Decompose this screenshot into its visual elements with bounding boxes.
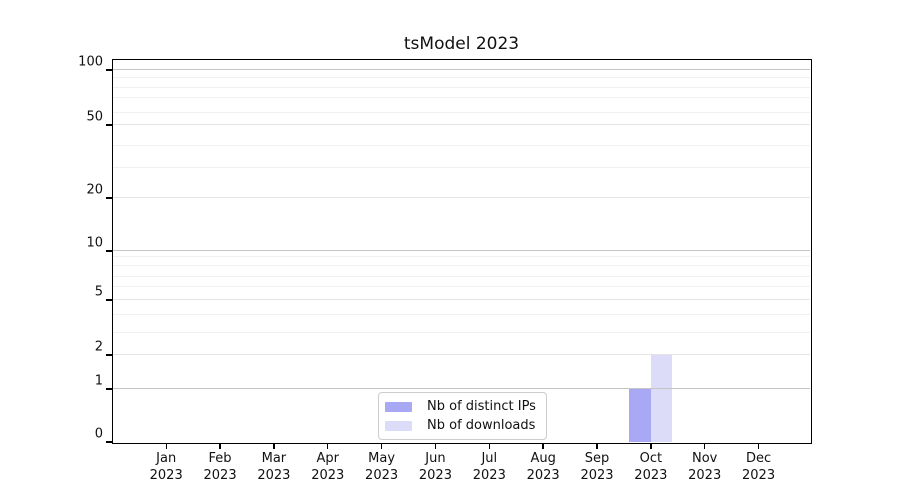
x-label-month: May <box>368 451 396 466</box>
gridline-y-40 <box>113 145 810 146</box>
x-label-month: Mar <box>261 451 287 466</box>
legend-item: Nb of downloads <box>385 418 536 433</box>
gridline-y-30 <box>113 167 810 168</box>
legend-swatch-icon <box>385 420 412 431</box>
y-tick-1 <box>106 388 112 390</box>
gridline-y-3 <box>113 332 810 334</box>
x-label-month: Jan <box>156 451 177 466</box>
legend-item: Nb of distinct IPs <box>385 399 536 414</box>
y-tick-label-100: 100 <box>78 54 103 70</box>
gridline-y-100 <box>113 69 810 71</box>
x-label-month: Jul <box>481 451 498 466</box>
x-label-month: Dec <box>745 451 772 466</box>
x-tick-sep <box>596 443 598 449</box>
x-tick-label-jul: Jul 2023 <box>457 450 521 484</box>
x-tick-oct <box>650 443 652 449</box>
x-label-month: Apr <box>316 451 340 466</box>
x-tick-label-jun: Jun 2023 <box>403 450 467 484</box>
x-tick-jun <box>434 443 437 449</box>
x-tick-mar <box>273 443 275 449</box>
gridline-y-50 <box>113 124 810 126</box>
x-label-month: Nov <box>692 451 718 466</box>
bar-nb-of-downloads-oct <box>650 355 673 442</box>
y-tick-5 <box>106 299 112 301</box>
plot-area: 0 1 2 5 10 20 50 100 Jan 2023 Feb 2023 Mar 2023 Apr 202… <box>78 55 812 483</box>
x-tick-apr <box>327 443 329 449</box>
x-label-year: 2023 <box>311 468 345 484</box>
gridline-y-10 <box>113 250 810 251</box>
x-label-year: 2023 <box>203 468 237 484</box>
gridline-y-20 <box>113 197 810 199</box>
chart-title: tsModel 2023 <box>403 34 520 54</box>
x-label-month: Sep <box>584 451 610 466</box>
gridline-y-8 <box>113 265 810 267</box>
x-tick-nov <box>704 443 706 449</box>
x-label-year: 2023 <box>418 468 452 484</box>
y-tick-label-1: 1 <box>94 373 103 389</box>
x-tick-label-aug: Aug 2023 <box>511 450 575 484</box>
gridline-y-60 <box>113 111 810 113</box>
y-tick-label-2: 2 <box>94 339 103 355</box>
x-label-month: Oct <box>639 451 663 466</box>
y-tick-2 <box>106 354 112 356</box>
x-label-month: Jun <box>425 451 446 466</box>
x-label-year: 2023 <box>257 468 291 484</box>
x-tick-label-dec: Dec 2023 <box>727 450 791 484</box>
y-tick-label-20: 20 <box>86 182 103 198</box>
x-tick-dec <box>757 443 760 449</box>
x-label-year: 2023 <box>742 468 776 484</box>
y-tick-20 <box>106 197 112 199</box>
gridline-y-70 <box>113 97 810 99</box>
x-label-month: Feb <box>208 451 232 466</box>
x-label-year: 2023 <box>472 468 506 484</box>
y-tick-0 <box>106 441 112 443</box>
gridline-y-4 <box>113 314 810 315</box>
gridline-y-80 <box>113 87 810 89</box>
x-tick-label-sep: Sep 2023 <box>565 450 629 484</box>
y-tick-10 <box>106 250 112 252</box>
legend-label: Nb of downloads <box>427 418 536 433</box>
x-label-year: 2023 <box>149 468 183 484</box>
gridline-y-9 <box>113 256 810 257</box>
x-tick-aug <box>542 443 544 449</box>
y-tick-50 <box>106 124 112 126</box>
y-tick-label-50: 50 <box>86 109 103 125</box>
x-label-year: 2023 <box>526 468 560 484</box>
x-label-year: 2023 <box>365 468 399 484</box>
x-tick-label-apr: Apr 2023 <box>296 450 360 484</box>
bar-nb-of-distinct-ips-oct <box>629 389 651 442</box>
x-tick-feb <box>219 443 221 449</box>
legend-swatch-icon <box>385 401 412 412</box>
gridline-y-7 <box>113 276 810 278</box>
x-tick-may <box>380 443 383 449</box>
y-tick-label-10: 10 <box>86 235 103 251</box>
legend-label: Nb of distinct IPs <box>427 399 536 414</box>
x-tick-jan <box>165 443 167 449</box>
gridline-y-5 <box>113 299 810 301</box>
x-tick-label-feb: Feb 2023 <box>188 450 252 484</box>
y-tick-label-0: 0 <box>94 426 103 442</box>
x-label-year: 2023 <box>634 468 668 484</box>
x-tick-label-jan: Jan 2023 <box>134 450 198 484</box>
gridline-y-90 <box>113 77 810 78</box>
x-tick-label-oct: Oct 2023 <box>619 450 683 484</box>
gridline-y-2 <box>113 354 810 356</box>
x-tick-jul <box>488 443 490 449</box>
y-tick-100 <box>106 69 112 71</box>
legend-box: Nb of distinct IPs Nb of downloads <box>378 392 547 440</box>
x-label-month: Aug <box>530 451 556 466</box>
gridline-y-1 <box>113 388 810 390</box>
plot-frame <box>111 58 812 444</box>
x-label-year: 2023 <box>688 468 722 484</box>
x-tick-label-nov: Nov 2023 <box>673 450 737 484</box>
x-tick-label-may: May 2023 <box>350 450 414 484</box>
x-tick-label-mar: Mar 2023 <box>242 450 306 484</box>
x-label-year: 2023 <box>580 468 614 484</box>
gridline-y-6 <box>113 286 810 287</box>
y-tick-label-5: 5 <box>94 284 103 300</box>
